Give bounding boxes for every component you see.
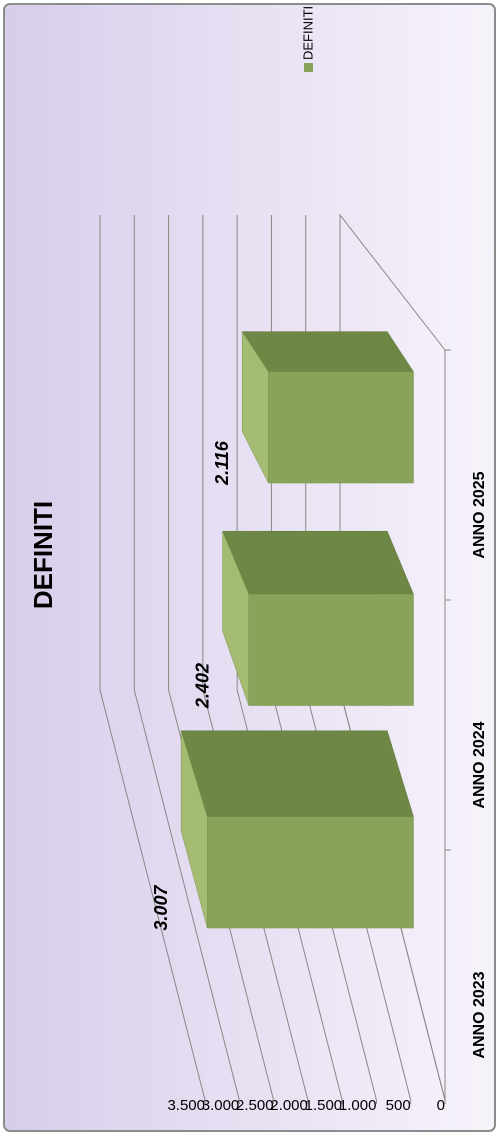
y-tick-label: 2.500 — [236, 1097, 274, 1114]
data-label: 2.402 — [193, 663, 213, 709]
x-tick-label: ANNO 2023 — [471, 971, 488, 1058]
x-tick-label: ANNO 2025 — [471, 471, 488, 558]
y-tick-label: 500 — [386, 1097, 411, 1114]
plot: DEFINITI 05001.0001.5002.0002.5003.0003.… — [28, 6, 488, 1114]
grid-line — [168, 215, 275, 1101]
chart-title: DEFINITI — [28, 501, 58, 609]
legend-label: DEFINITI — [300, 6, 315, 60]
grid-line — [99, 215, 206, 1101]
legend-swatch — [304, 63, 313, 72]
bar — [207, 816, 414, 929]
x-tick-label: ANNO 2024 — [471, 721, 488, 808]
bar — [268, 371, 414, 484]
data-label: 3.007 — [151, 885, 171, 931]
y-tick-label: 2.000 — [270, 1097, 308, 1114]
bar-side — [180, 730, 414, 818]
grid-line — [236, 215, 343, 1101]
bar — [248, 594, 414, 706]
y-tick-label: 1.000 — [339, 1097, 377, 1114]
grid-line — [133, 215, 240, 1101]
y-tick-label: 0 — [437, 1097, 445, 1114]
bar-side — [241, 331, 414, 373]
grid-line — [202, 215, 309, 1101]
y-tick-label: 3.000 — [202, 1097, 240, 1114]
y-tick-label: 1.500 — [305, 1097, 343, 1114]
data-label: 2.116 — [212, 440, 232, 486]
y-tick-label: 3.500 — [167, 1097, 205, 1114]
bar-side — [222, 530, 414, 595]
